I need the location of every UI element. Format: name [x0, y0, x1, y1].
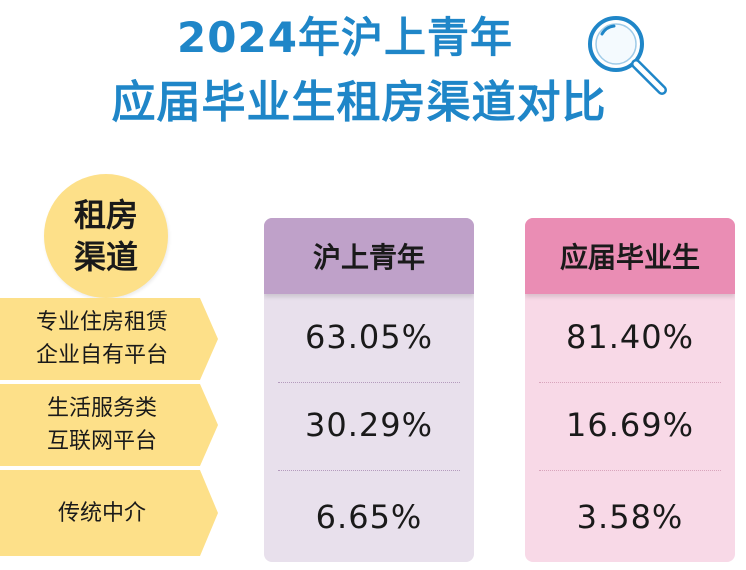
- row-2-label-line-2: 互联网平台: [46, 429, 157, 454]
- value-row-2-col-1: 30.29%: [304, 406, 433, 444]
- title-line-2: 应届毕业生租房渠道对比: [111, 77, 607, 128]
- column-graduates: 应届毕业生 81.40% 16.69% 3.58%: [525, 218, 735, 562]
- row-label-3: 传统中介: [0, 470, 218, 556]
- row-separator: [278, 382, 460, 383]
- value-row-1-col-1: 63.05%: [304, 318, 433, 356]
- column-header-1: 沪上青年: [264, 218, 474, 294]
- row-separator: [539, 382, 721, 383]
- magnifier-icon: [588, 16, 667, 95]
- corner-badge: 租房 渠道: [44, 174, 168, 298]
- corner-label-line-2: 渠道: [73, 238, 138, 276]
- title-line-1: 2024年沪上青年: [177, 13, 513, 62]
- corner-label-line-1: 租房: [73, 196, 138, 234]
- row-separator: [278, 470, 460, 471]
- column-header-2: 应届毕业生: [525, 218, 735, 294]
- row-label-2: 生活服务类 互联网平台: [0, 384, 218, 466]
- column-shanghai-youth: 沪上青年 63.05% 30.29% 6.65%: [264, 218, 474, 562]
- row-separator: [539, 470, 721, 471]
- value-row-3-col-2: 3.58%: [576, 498, 684, 536]
- value-row-1-col-2: 81.40%: [565, 318, 694, 356]
- row-2-label-line-1: 生活服务类: [46, 396, 157, 421]
- row-3-label-line-1: 传统中介: [57, 500, 146, 526]
- value-row-2-col-2: 16.69%: [565, 406, 694, 444]
- value-row-3-col-1: 6.65%: [315, 498, 423, 536]
- row-1-label-line-2: 企业自有平台: [35, 343, 168, 368]
- row-1-label-line-1: 专业住房租赁: [35, 310, 168, 335]
- row-label-1: 专业住房租赁 企业自有平台: [0, 298, 218, 380]
